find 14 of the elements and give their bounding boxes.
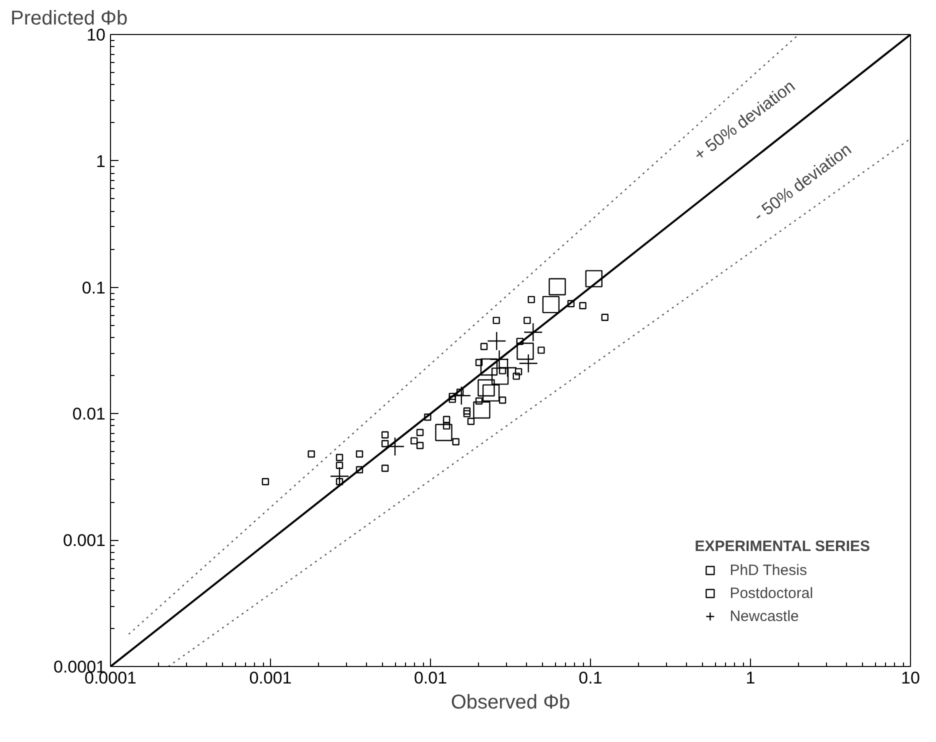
y-tick-label: 0.01 [72,404,106,424]
x-tick-label: 1 [746,668,756,688]
legend-label: Postdoctoral [730,584,814,602]
legend-label: PhD Thesis [730,562,807,578]
x-axis-title: Observed Φb [450,692,570,714]
y-tick-label: 1 [96,152,106,171]
x-tick-label: 0.01 [414,668,448,688]
x-tick-label: 0.001 [249,668,292,688]
legend-title: EXPERIMENTAL SERIES [694,538,870,555]
legend-label: Newcastle [730,608,799,624]
y-tick-label: 0.1 [82,278,106,298]
x-tick-label: 10 [901,668,920,688]
x-tick-label: 0.1 [578,668,602,688]
y-tick-label: 0.001 [62,531,106,550]
